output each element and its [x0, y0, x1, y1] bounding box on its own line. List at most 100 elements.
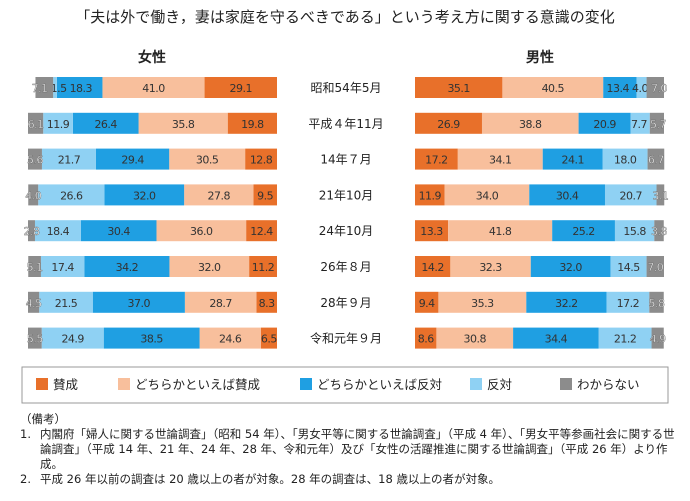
bar-segment	[38, 184, 105, 206]
data-label: 21.5	[55, 297, 78, 310]
data-label: 34.4	[545, 333, 568, 346]
data-label: 4.9	[650, 333, 666, 346]
data-label: 38.8	[519, 118, 542, 131]
data-label: 40.5	[542, 82, 565, 95]
data-label: 9.4	[419, 297, 435, 310]
data-label: 34.1	[489, 154, 512, 167]
legend-swatch	[118, 378, 130, 390]
data-label: 20.7	[620, 189, 643, 202]
bar-segment	[40, 256, 85, 277]
category-label: 昭和54年5月	[311, 81, 382, 95]
bar-segment	[529, 184, 605, 206]
bar-segment	[606, 291, 650, 313]
bar-segment	[227, 112, 277, 134]
data-label: 29.1	[230, 82, 253, 95]
data-label: 27.8	[207, 189, 230, 202]
bar-segment	[552, 220, 615, 242]
data-label: 24.1	[561, 154, 584, 167]
bar-segment	[92, 291, 185, 313]
data-label: 30.5	[196, 154, 219, 167]
bar-segment	[43, 112, 73, 134]
data-label: 6.1	[28, 118, 44, 131]
bar-segment	[502, 77, 604, 98]
bar-segment	[28, 256, 41, 277]
data-label: 24.9	[61, 333, 84, 346]
note-text: 内閣府「婦人に関する世論調査」（昭和 54 年）、「男女平等に関する世論調査」（…	[40, 427, 675, 471]
legend-label: 反対	[487, 377, 512, 392]
bar-segment	[415, 148, 458, 170]
data-label: 25.2	[572, 225, 595, 238]
bar-segment	[530, 256, 611, 277]
bar-segment	[28, 327, 42, 349]
bar-segment	[415, 220, 449, 242]
data-label: 37.0	[128, 297, 151, 310]
data-label: 21.7	[58, 154, 81, 167]
legend-swatch	[470, 378, 482, 390]
bar-segment	[84, 256, 170, 277]
bar-segment	[249, 256, 277, 277]
data-label: 15.8	[623, 225, 646, 238]
bar-segment	[104, 184, 185, 206]
data-label: 18.0	[614, 154, 637, 167]
data-label: 30.4	[107, 225, 130, 238]
bar-segment	[604, 184, 657, 206]
data-label: 3.1	[652, 189, 668, 202]
bar-segment	[28, 148, 42, 170]
bar-segment	[602, 148, 648, 170]
bar-segment	[95, 148, 170, 170]
legend-label: わからない	[577, 377, 640, 392]
data-label: 36.0	[190, 225, 213, 238]
data-label: 32.3	[479, 261, 502, 274]
data-label: 13.3	[420, 225, 443, 238]
category-label: 28年９月	[320, 296, 371, 310]
bar-segment	[614, 220, 655, 242]
data-label: 5.8	[649, 297, 665, 310]
bar-segment	[260, 327, 277, 349]
data-label: 17.2	[425, 154, 448, 167]
bar-segment	[651, 327, 664, 349]
bar-segment	[481, 112, 579, 134]
data-label: 12.4	[250, 225, 273, 238]
data-label: 6.5	[261, 333, 277, 346]
bar-segment	[256, 291, 277, 313]
bar-segment	[41, 327, 104, 349]
category-label: 14年７月	[320, 153, 371, 167]
bar-segment	[169, 148, 246, 170]
data-label: 3.8	[651, 225, 667, 238]
bar-segment	[656, 184, 665, 206]
data-label: 32.0	[559, 261, 582, 274]
bar-segment	[450, 256, 531, 277]
bar-segment	[415, 327, 437, 349]
data-label: 34.2	[116, 261, 139, 274]
bar-segment	[80, 220, 157, 242]
category-label: 平成４年11月	[308, 117, 383, 131]
category-label: 21年10月	[319, 188, 374, 202]
bar-segment	[184, 184, 254, 206]
data-label: 7.1	[32, 82, 48, 95]
notes-heading: （備考）	[20, 412, 66, 426]
bar-segment	[103, 327, 200, 349]
data-label: 13.4	[607, 82, 630, 95]
bar-segment	[444, 184, 530, 206]
data-label: 28.7	[209, 297, 232, 310]
data-label: 32.0	[198, 261, 221, 274]
data-label: 26.4	[94, 118, 117, 131]
data-label: 26.6	[60, 189, 83, 202]
bar-segment	[34, 220, 81, 242]
data-label: 18.3	[70, 82, 93, 95]
note-number: 2.	[20, 472, 31, 486]
data-label: 7.7	[631, 118, 647, 131]
bar-segment	[41, 148, 96, 170]
data-label: 30.4	[556, 189, 579, 202]
bar-segment	[636, 77, 647, 98]
data-label: 11.9	[47, 118, 70, 131]
notes: （備考） 1. 内閣府「婦人に関する世論調査」（昭和 54 年）、「男女平等に関…	[20, 412, 680, 487]
bar-segment	[610, 256, 647, 277]
data-label: 41.8	[489, 225, 512, 238]
data-label: 14.5	[617, 261, 640, 274]
data-label: 19.8	[241, 118, 264, 131]
bar-segment	[245, 148, 277, 170]
bar-segment	[448, 220, 553, 242]
bar-segment	[138, 112, 228, 134]
legend-label: どちらかといえば賛成	[135, 377, 260, 392]
